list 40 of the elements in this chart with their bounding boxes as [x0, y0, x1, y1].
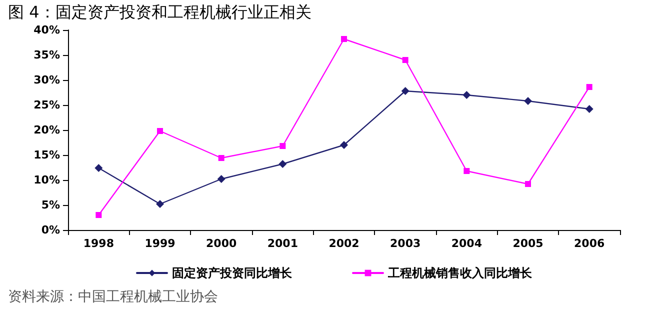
point: [462, 91, 471, 99]
point: [586, 84, 592, 90]
point: [524, 97, 532, 105]
y-tick-label: 10%: [34, 174, 60, 186]
y-tick-label: 15%: [34, 148, 60, 162]
y-tick-label: 30%: [34, 74, 60, 86]
chart-title: 图 4：固定资产投资和工程机械行业正相关: [8, 2, 312, 22]
y-tick-label: 40%: [34, 24, 60, 36]
x-tick-label: 2004: [451, 237, 482, 250]
legend-label: 工程机械销售收入同比增长: [387, 266, 533, 280]
point: [157, 128, 163, 134]
point: [156, 200, 164, 208]
point: [464, 168, 470, 174]
point: [585, 105, 594, 113]
x-tick-label: 1998: [83, 237, 114, 250]
text: 资料来源：中国工程机械工业协会: [8, 289, 218, 305]
x-tick-label: 2005: [512, 237, 544, 250]
point: [525, 181, 531, 187]
x-tick-label: 2001: [267, 237, 298, 250]
point: [341, 36, 347, 42]
x-tick-label: 2003: [390, 237, 421, 250]
point: [340, 141, 348, 149]
point: [278, 160, 287, 168]
y-tick-label: 0%: [41, 224, 60, 236]
y-tick-label: 20%: [34, 124, 60, 136]
point: [96, 212, 102, 218]
y-tick-label: 25%: [34, 98, 60, 112]
point: [402, 57, 408, 63]
point: [217, 175, 226, 183]
y-tick-label: 5%: [41, 198, 60, 212]
x-tick-label: 2002: [328, 237, 360, 250]
x-tick-label: 2006: [574, 237, 605, 250]
point: [94, 164, 103, 172]
point: [280, 143, 286, 149]
point: [218, 155, 224, 161]
x-tick-label: 2000: [206, 237, 237, 250]
legend-label: 固定资产投资同比增长: [172, 266, 293, 280]
x-tick-label: 1999: [144, 237, 176, 250]
y-tick-label: 35%: [34, 48, 60, 62]
point: [401, 87, 410, 95]
